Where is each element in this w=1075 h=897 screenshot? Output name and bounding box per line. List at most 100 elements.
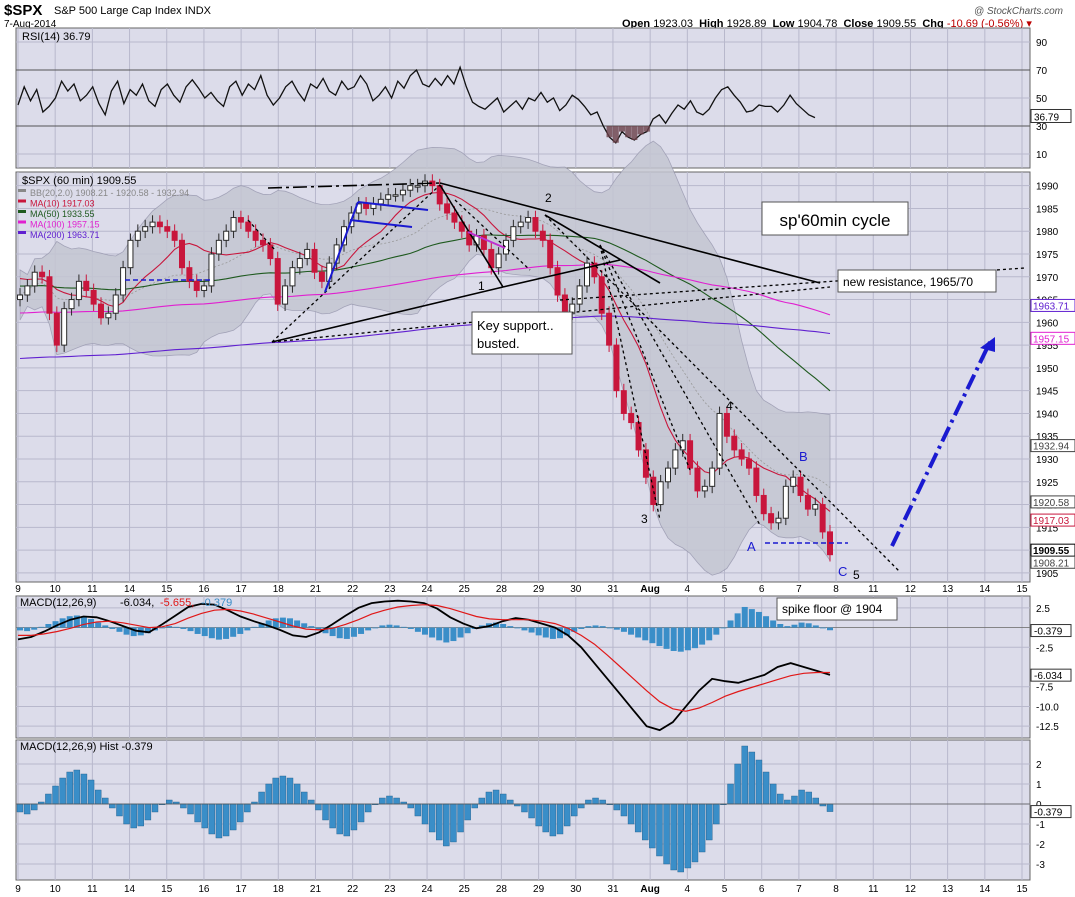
resistance-label: new resistance, 1965/70 bbox=[843, 275, 973, 289]
credit-label: @ StockCharts.com bbox=[973, 6, 1063, 17]
macd-hist-bar bbox=[599, 626, 606, 628]
x-tick-label: 28 bbox=[496, 584, 508, 595]
x-tick-label: 24 bbox=[421, 584, 433, 595]
macd-hist-bar bbox=[571, 627, 578, 632]
candle-body bbox=[296, 258, 303, 269]
hist-bar bbox=[151, 803, 159, 813]
candle-body bbox=[120, 267, 127, 296]
hist-bar bbox=[137, 803, 144, 827]
wave-label-2: 2 bbox=[545, 191, 552, 205]
macd-hist-bar bbox=[777, 624, 784, 628]
price-title: $SPX (60 min) 1909.55 bbox=[22, 175, 136, 187]
macd-hist-bar bbox=[336, 627, 343, 639]
y-tick-label: -10.0 bbox=[1036, 702, 1059, 713]
candle-body bbox=[576, 285, 583, 305]
hist-bar bbox=[229, 803, 237, 831]
candle-body bbox=[760, 494, 767, 515]
candle-body bbox=[517, 221, 524, 228]
hist-bar bbox=[556, 803, 564, 835]
y-tick-label: 1905 bbox=[1036, 569, 1059, 580]
macd-hist-bar bbox=[130, 627, 137, 637]
macd-hist-bar bbox=[692, 627, 698, 649]
hist-bar bbox=[762, 771, 770, 805]
hist-bar bbox=[31, 803, 38, 811]
macd-hist-bar bbox=[706, 627, 713, 641]
x-tick-label: 11 bbox=[87, 584, 98, 595]
hist-bar bbox=[301, 791, 308, 805]
hist-bar bbox=[627, 803, 635, 825]
x-tick-label: 12 bbox=[905, 584, 917, 595]
hist-bar bbox=[87, 779, 95, 805]
macd-value-label: -6.034 bbox=[1034, 671, 1063, 682]
price-value-box bbox=[1030, 555, 1075, 569]
x-tick-label: Aug bbox=[640, 584, 659, 595]
hist-bar bbox=[286, 777, 294, 805]
x-tick-label: 25 bbox=[459, 584, 471, 595]
x-tick-label: 16 bbox=[198, 584, 210, 595]
price-value-label: 1909.55 bbox=[1033, 546, 1070, 557]
hist-title: MACD(12,26,9) Hist -0.379 bbox=[20, 741, 153, 753]
macd-hist-bar bbox=[24, 627, 31, 632]
hist-bar bbox=[66, 771, 73, 805]
hist-bar bbox=[528, 803, 535, 819]
macd-hist-bar bbox=[642, 627, 649, 641]
candle-body bbox=[694, 467, 701, 492]
macd-hist-bar bbox=[194, 627, 201, 634]
price-value-box bbox=[1030, 513, 1075, 527]
wave-label-a: A bbox=[747, 539, 756, 554]
candle-body bbox=[591, 262, 598, 278]
hist-bar bbox=[713, 803, 720, 825]
candle-body bbox=[289, 267, 296, 287]
y-tick-label: 1915 bbox=[1036, 523, 1059, 534]
hist-bar bbox=[215, 803, 223, 839]
x-tick-label: 4 bbox=[685, 884, 691, 895]
chart-date: 7-Aug-2014 bbox=[4, 19, 57, 30]
x-tick-label: 28 bbox=[496, 884, 508, 895]
candle-body bbox=[98, 303, 104, 319]
price-value-label: 1920.58 bbox=[1033, 498, 1070, 509]
candle-body bbox=[746, 458, 752, 469]
resistance-box bbox=[837, 269, 997, 293]
macd-hist-bar bbox=[812, 625, 819, 628]
ma10-line bbox=[19, 191, 831, 512]
candle-body bbox=[267, 244, 274, 260]
y-tick-label: 1935 bbox=[1036, 432, 1059, 443]
candle-body bbox=[112, 294, 119, 314]
hist-bar bbox=[826, 803, 834, 812]
x-tick-label: 6 bbox=[759, 884, 765, 895]
macd-hist-bar bbox=[116, 627, 123, 632]
support-line bbox=[271, 286, 504, 343]
candle-body bbox=[451, 212, 458, 223]
x-tick-label: 22 bbox=[347, 584, 359, 595]
macd-hist-bar bbox=[770, 620, 777, 628]
macd-hist-bar bbox=[379, 625, 386, 628]
candle-body bbox=[31, 271, 38, 287]
macd-hist-bar bbox=[500, 624, 507, 628]
candle-body bbox=[399, 189, 406, 196]
hist-bar bbox=[769, 783, 777, 805]
blue-projection-line bbox=[890, 341, 992, 547]
x-tick-label: 21 bbox=[310, 584, 322, 595]
macd-hist-bar bbox=[400, 626, 407, 628]
macd-hist-bar bbox=[542, 627, 549, 638]
candle-body bbox=[650, 476, 657, 506]
trend-line-wave1 bbox=[439, 184, 504, 288]
x-tick-label: 5 bbox=[722, 884, 728, 895]
high-label: High bbox=[699, 18, 724, 30]
macd-hist-bar bbox=[208, 627, 215, 639]
price-value-box bbox=[1030, 298, 1075, 312]
hist-bar bbox=[443, 803, 450, 847]
candle-body bbox=[510, 226, 517, 241]
macd-hist-bar bbox=[123, 627, 130, 635]
hist-bar bbox=[784, 799, 791, 805]
wave-label-4: 4 bbox=[726, 399, 733, 413]
hist-bar bbox=[478, 797, 486, 805]
hist-bar bbox=[116, 803, 123, 817]
hist-bar bbox=[258, 791, 265, 805]
macd-hist-bar bbox=[343, 627, 350, 639]
hist-bar bbox=[485, 791, 493, 805]
macd-hist-bar bbox=[315, 627, 322, 630]
hist-bar bbox=[691, 803, 699, 863]
hist-value-label: -0.379 bbox=[1034, 808, 1063, 819]
candle-body bbox=[24, 285, 31, 296]
